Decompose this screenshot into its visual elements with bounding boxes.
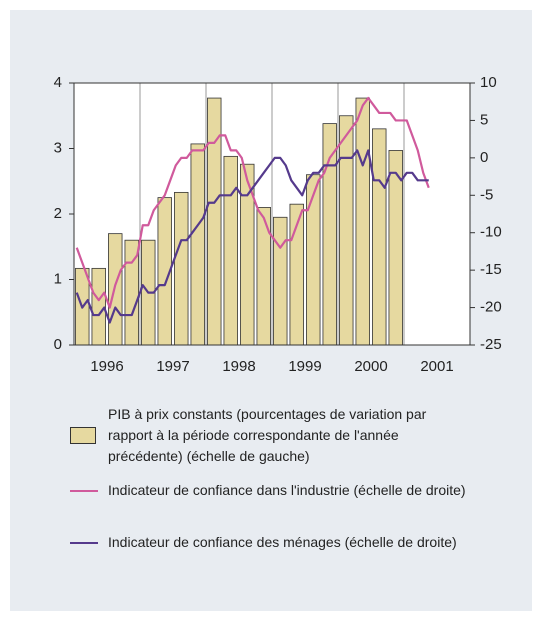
y-tick-label: 3	[54, 139, 62, 156]
legend-swatch	[70, 542, 98, 544]
y2-tick-label: 10	[480, 74, 497, 91]
x-tick-label: 2000	[354, 358, 387, 375]
x-tick-label: 1996	[90, 358, 123, 375]
legend-swatch	[70, 490, 98, 492]
y-tick-label: 0	[54, 336, 62, 353]
y-tick-label: 2	[54, 205, 62, 222]
y2-tick-label: -15	[480, 261, 502, 278]
bar	[190, 143, 205, 346]
legend-label: Indicateur de confiance des ménages (éch…	[108, 534, 457, 550]
bar	[223, 155, 238, 346]
line	[75, 96, 430, 309]
chart: 1996 1997 1998 1999 2000 2001 0 1 2 3 4 -25 -20 -15 -1…	[54, 74, 502, 375]
bar	[372, 128, 387, 346]
bar	[273, 216, 288, 346]
x-tick-label: 1999	[288, 358, 321, 375]
legend-swatch	[70, 426, 96, 444]
bar	[91, 267, 106, 346]
y2-tick-label: -20	[480, 299, 502, 316]
bar	[306, 174, 321, 346]
y2-tick-label: -5	[480, 186, 493, 203]
line	[75, 149, 429, 324]
y-tick-label: 1	[54, 270, 62, 287]
y2-tick-label: 5	[480, 111, 488, 128]
x-tick-label: 2001	[420, 358, 453, 375]
bar	[339, 115, 354, 346]
y2-tick-label: -25	[480, 336, 502, 353]
legend-label: PIB à prix constants (pourcentages de va…	[108, 406, 427, 464]
x-tick-label: 1998	[222, 358, 255, 375]
bar	[355, 97, 370, 346]
plot-frame	[73, 82, 471, 346]
legend-label: Indicateur de confiance dans l'industrie…	[108, 482, 466, 498]
y2-tick-label: -10	[480, 224, 502, 241]
x-tick-label: 1997	[156, 358, 189, 375]
y2-tick-label: 0	[480, 149, 488, 166]
bar	[174, 191, 189, 346]
y-tick-label: 4	[54, 74, 62, 91]
